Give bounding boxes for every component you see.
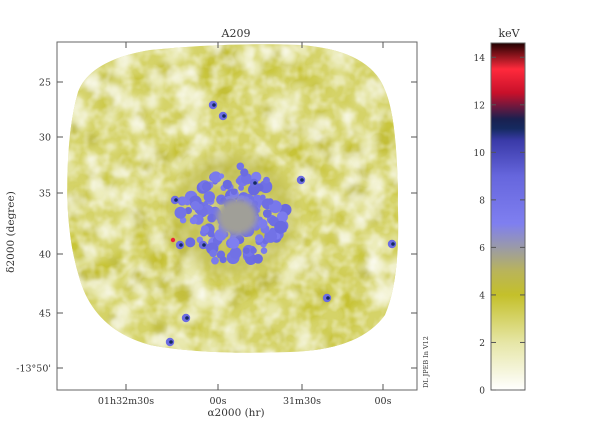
x-tick-label: 31m30s	[283, 396, 321, 407]
core-blob	[190, 201, 200, 211]
hot-spot-peak	[253, 181, 257, 185]
chart-title: A209	[221, 27, 251, 40]
core-blob	[253, 253, 263, 264]
colorbar-tick-label: 6	[479, 244, 485, 254]
core-blob	[262, 209, 272, 218]
hot-spot-peak	[169, 340, 173, 344]
core-blob	[238, 185, 245, 191]
core-blob	[259, 194, 266, 201]
x-axis-ticks: 01h32m30s 00s 31m30s 00s	[98, 42, 392, 407]
credit-label: DL JPEB In V12	[422, 336, 430, 388]
core-blob	[222, 179, 232, 190]
x-tick-label: 00s	[375, 396, 392, 407]
plot-frame	[56, 41, 418, 391]
core-blob	[218, 173, 225, 179]
x-axis-label-text: α2000 (hr)	[207, 407, 264, 419]
core-blob	[236, 162, 245, 171]
y-tick-label: 25	[39, 78, 51, 89]
core-blob	[214, 228, 227, 241]
y-axis-ticks: 25 30 35 40 45 -13°50'	[16, 78, 417, 375]
hot-spot-peak	[300, 178, 304, 182]
core-blob	[250, 247, 257, 254]
hot-spot-peak	[174, 198, 178, 202]
core-blob	[229, 247, 242, 259]
core-blob	[230, 188, 238, 195]
colorbar: keV 0 2 4 6 8 10 12 14	[474, 27, 526, 397]
credit-text: DL JPEB In V12	[422, 336, 430, 388]
map-panel: 01h32m30s 00s 31m30s 00s 25 30 35 40 45 -13°50'	[16, 41, 418, 407]
core-blob	[260, 247, 268, 254]
core-blob	[185, 237, 196, 248]
core-blob	[184, 207, 192, 215]
colorbar-scale	[490, 42, 526, 391]
colorbar-tick-label: 8	[479, 196, 485, 206]
hot-spots	[165, 100, 397, 347]
y-tick-label: 45	[39, 309, 51, 320]
colorbar-tick-label: 4	[479, 291, 485, 301]
x-axis-label: α2000 (hr)	[207, 407, 264, 419]
y-axis-label: δ2000 (degree)	[5, 191, 17, 273]
core-blob	[243, 247, 250, 254]
core-blob	[207, 213, 217, 223]
core-blob	[219, 256, 227, 264]
core-blob	[240, 168, 249, 177]
hot-spot-peak	[170, 237, 176, 243]
x-tick-label: 00s	[210, 396, 227, 407]
hot-core	[171, 155, 295, 275]
x-tick-label: 01h32m30s	[98, 396, 154, 407]
core-blob	[179, 196, 188, 205]
core-blob	[189, 216, 198, 225]
temperature-field	[67, 44, 399, 353]
core-blob	[202, 183, 212, 192]
colorbar-tick-label: 2	[479, 339, 485, 349]
core-blob	[209, 249, 217, 258]
colorbar-tick-label: 10	[474, 149, 486, 159]
core-blob	[267, 198, 274, 205]
colorbar-label: keV	[498, 27, 520, 40]
core-blob	[207, 230, 215, 238]
y-tick-label: 35	[39, 189, 51, 200]
core-blob	[264, 230, 277, 243]
core-blob	[235, 178, 242, 184]
colorbar-tick-label: 0	[479, 387, 485, 397]
colorbar-ticks: 0 2 4 6 8 10 12 14	[474, 54, 525, 397]
core-blob	[200, 225, 210, 234]
core-blob	[257, 219, 268, 229]
y-tick-label: 30	[39, 133, 51, 144]
core-blob	[263, 176, 270, 184]
core-blob	[211, 256, 219, 265]
core-blob	[174, 206, 187, 219]
core-centre	[217, 199, 257, 235]
hot-spot-peak	[185, 316, 189, 320]
hot-spot-peak	[222, 114, 226, 118]
y-tick-label: 40	[39, 250, 51, 261]
core-blob	[276, 211, 288, 223]
core-blob	[203, 191, 215, 203]
core-blob	[210, 171, 222, 183]
hot-spot-peak	[391, 242, 395, 246]
hot-spot-peak	[179, 243, 183, 247]
hot-spot-peak	[326, 296, 330, 300]
core-blob	[255, 234, 264, 243]
y-tick-label: -13°50'	[16, 364, 51, 375]
y-axis-label-text: δ2000 (degree)	[5, 191, 17, 273]
core-blob	[274, 220, 288, 234]
hot-spot-peak	[212, 103, 216, 107]
hot-spot-peak	[202, 243, 206, 247]
colorbar-tick-label: 14	[474, 54, 486, 64]
core-blob	[228, 237, 240, 249]
colorbar-tick-label: 12	[474, 101, 485, 111]
